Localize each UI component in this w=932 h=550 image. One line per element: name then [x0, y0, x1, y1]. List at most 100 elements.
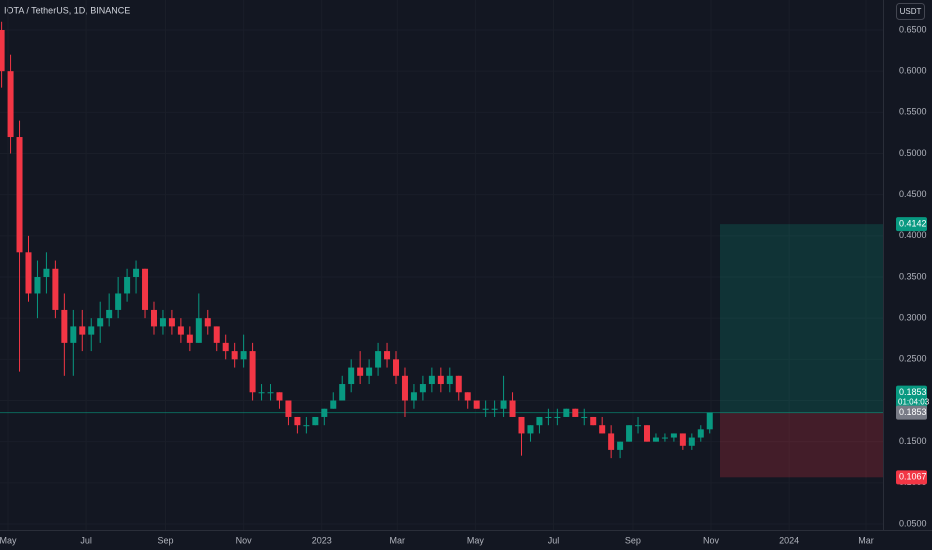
- candle-body: [106, 309, 113, 319]
- candle-body: [88, 326, 95, 335]
- candle-body: [688, 437, 695, 446]
- candle-body: [330, 400, 337, 409]
- candle-body: [267, 392, 274, 394]
- candle-body: [393, 359, 400, 376]
- candle-body: [554, 416, 561, 418]
- x-tick-label: 2023: [312, 535, 332, 545]
- candle-body: [339, 384, 346, 401]
- candle-body: [150, 309, 157, 327]
- candle-body: [303, 425, 310, 427]
- candle-body: [321, 408, 328, 417]
- candle-body: [455, 375, 462, 393]
- candle-body: [706, 412, 713, 430]
- y-tick-label: 0.0500: [899, 518, 927, 528]
- candle-body: [670, 433, 677, 438]
- candle-body: [563, 408, 570, 417]
- x-tick-label: May: [467, 535, 485, 545]
- x-tick-label: May: [0, 535, 17, 545]
- symbol-title: IOTA / TetherUS, 1D, BINANCE: [4, 5, 130, 15]
- entry-label: 0.1853: [899, 387, 927, 397]
- x-tick-label: Jul: [548, 535, 560, 545]
- candle-body: [428, 375, 435, 385]
- candle-body: [213, 326, 220, 343]
- candle-body: [652, 437, 659, 442]
- candle-body: [581, 416, 588, 418]
- x-tick-label: Sep: [158, 535, 174, 545]
- candle-body: [617, 441, 624, 450]
- y-tick-label: 0.3500: [899, 271, 927, 281]
- candle-body: [500, 400, 507, 409]
- x-tick-label: Nov: [703, 535, 720, 545]
- target-label: 0.4142: [899, 219, 927, 229]
- x-tick-label: Nov: [236, 535, 253, 545]
- candle-body: [482, 408, 489, 410]
- entry-label-box: [896, 385, 927, 410]
- candle-body: [536, 416, 543, 426]
- candle-body: [276, 392, 283, 401]
- candle-body: [643, 425, 650, 442]
- candle-body: [168, 318, 175, 327]
- entry-label-countdown: 01:04:03: [898, 398, 930, 407]
- candle-body: [0, 30, 5, 72]
- candle-body: [222, 342, 229, 352]
- target-label-box: [896, 217, 927, 232]
- candle-body: [231, 351, 238, 360]
- candle-body: [97, 318, 104, 327]
- candle-body: [509, 400, 516, 417]
- candle-body: [61, 309, 68, 343]
- candle-body: [204, 318, 211, 327]
- currency-button[interactable]: [896, 3, 925, 20]
- candle-body: [366, 367, 373, 376]
- y-tick-label: 0.1500: [899, 436, 927, 446]
- candle-body: [240, 351, 247, 360]
- candle-body: [70, 326, 77, 343]
- target-zone: [719, 224, 883, 413]
- candle-body: [52, 268, 59, 310]
- last-price-label: 0.1853: [899, 407, 927, 417]
- x-tick-label: Sep: [625, 535, 641, 545]
- candle-body: [16, 137, 23, 253]
- candle-body: [518, 416, 525, 434]
- candle-body: [572, 408, 579, 417]
- candle-body: [348, 367, 355, 385]
- currency-label[interactable]: USDT: [900, 7, 922, 16]
- candle-body: [608, 433, 615, 450]
- candle-body: [249, 351, 256, 393]
- y-tick-label: 0.2500: [899, 354, 927, 364]
- x-tick-label: 2024: [779, 535, 799, 545]
- candle-body: [285, 400, 292, 417]
- candle-body: [25, 252, 32, 294]
- stop-label-box: [896, 470, 927, 485]
- y-tick-label: 0.4000: [899, 230, 927, 240]
- stop-zone: [719, 412, 883, 478]
- candle-body: [697, 429, 704, 438]
- last-price-label-box: [896, 405, 927, 420]
- candle-body: [357, 367, 364, 376]
- candle-body: [545, 416, 552, 418]
- candle-body: [43, 268, 50, 277]
- y-tick-label: 0.4500: [899, 189, 927, 199]
- candle-body: [133, 268, 140, 277]
- candle-body: [661, 437, 668, 439]
- candle-body: [419, 384, 426, 393]
- candle-body: [626, 425, 633, 442]
- candle-body: [195, 318, 202, 343]
- candle-body: [410, 392, 417, 401]
- candle-body: [473, 400, 480, 409]
- y-tick-label: 0.5000: [899, 148, 927, 158]
- candle-body: [258, 392, 265, 394]
- y-tick-label: 0.3000: [899, 313, 927, 323]
- candle-body: [186, 334, 193, 343]
- candle-body: [312, 416, 319, 426]
- x-tick-label: Mar: [390, 535, 406, 545]
- candle-body: [124, 277, 131, 294]
- candle-body: [79, 326, 86, 335]
- candle-body: [34, 277, 41, 294]
- candle-body: [437, 375, 444, 385]
- candle-body: [599, 425, 606, 434]
- candle-body: [491, 408, 498, 410]
- candle-body: [294, 416, 301, 426]
- candle-body: [679, 433, 686, 446]
- candle-body: [384, 351, 391, 360]
